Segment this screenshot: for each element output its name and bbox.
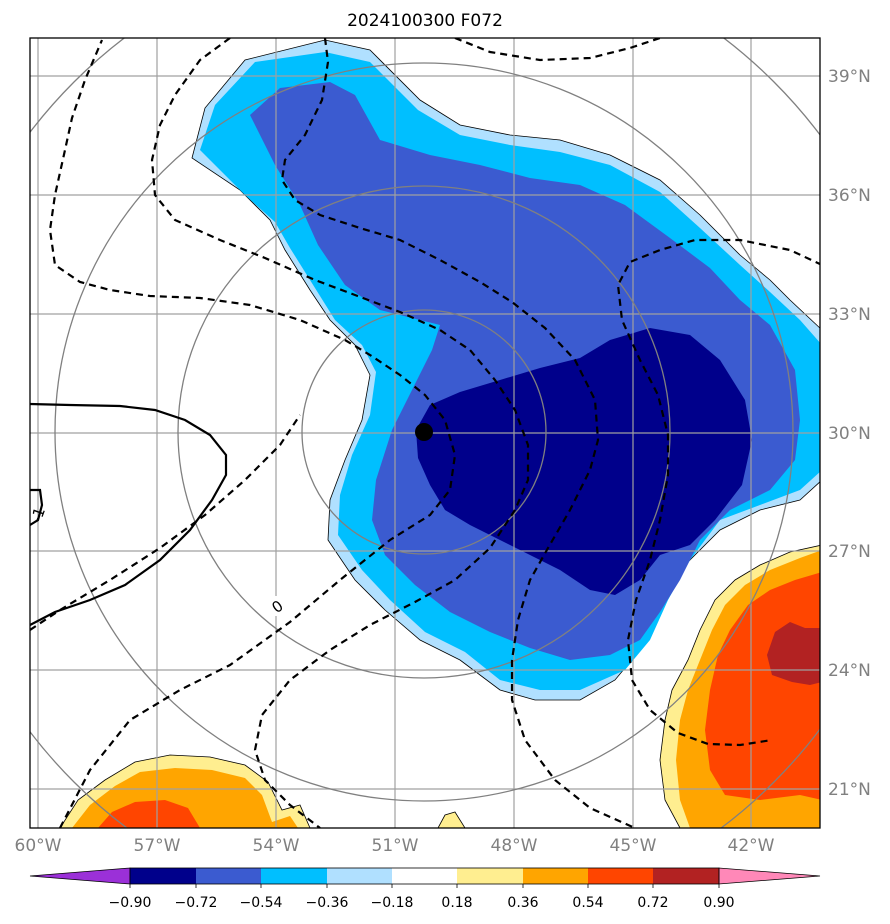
lon-label-54w: 54°W [253,836,300,856]
colorbar-tick-label: 0.72 [637,895,668,911]
anomaly-fill-pos-bl-small [437,811,466,828]
colorbar-segment [588,868,653,884]
lat-label-36n: 36°N [828,186,871,206]
colorbar-segment [261,868,327,884]
colorbar-tick-label: −0.72 [175,895,218,911]
colorbar-extend-max [718,867,821,885]
lon-label-60w: 60°W [15,836,62,856]
colorbar-segment [653,868,719,884]
lon-label-57w: 57°W [134,836,181,856]
colorbar-tick-label: −0.90 [109,895,152,911]
anomaly-fill-pos-0.72 [767,622,820,685]
colorbar-tick-label: −0.36 [306,895,349,911]
colorbar-tick-label: 0.18 [441,895,472,911]
colorbar-tick-label: 0.54 [572,895,603,911]
colorbar-tick-label: 0.90 [703,895,734,911]
dashed-contours [30,38,820,828]
colorbar-segment [130,868,196,884]
colorbar-tick-label: −0.54 [240,895,283,911]
lon-label-48w: 48°W [491,836,538,856]
solid-contours [30,402,228,626]
colorbar-tick-label: 0.36 [507,895,538,911]
colorbar-tick-label: −0.18 [371,895,414,911]
storm-center-marker [415,423,433,441]
longitude-labels: 60°W 57°W 54°W 51°W 48°W 45°W 42°W [15,836,775,856]
map-frame [29,37,821,829]
colorbar: −0.90 −0.72 −0.54 −0.36 −0.18 0.18 0.36 … [29,867,821,911]
lat-label-24n: 24°N [828,661,871,681]
map-title: 2024100300 F072 [347,11,503,31]
lon-label-45w: 45°W [610,836,657,856]
colorbar-segment [457,868,523,884]
colorbar-extend-min [29,867,131,885]
lat-label-33n: 33°N [828,305,871,325]
colorbar-segment [523,868,588,884]
lon-label-42w: 42°W [728,836,775,856]
lat-label-39n: 39°N [828,67,871,87]
colorbar-segment [196,868,261,884]
colorbar-segment [392,868,457,884]
contour-label-minus-one: -1 [27,505,49,525]
colorbar-segment [327,868,392,884]
lat-label-21n: 21°N [828,780,871,800]
lat-label-27n: 27°N [828,542,871,562]
lat-label-30n: 30°N [828,424,871,444]
latitude-labels: 39°N 36°N 33°N 30°N 27°N 24°N 21°N [828,67,871,800]
lon-label-51w: 51°W [372,836,419,856]
anomaly-fill-pos-bl-0.54 [98,800,200,828]
